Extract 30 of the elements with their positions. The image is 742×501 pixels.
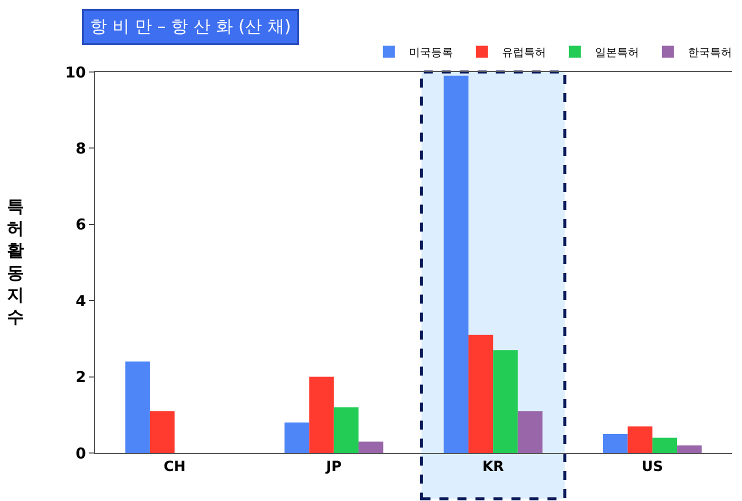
bar (677, 445, 702, 453)
x-tick-label: CH (164, 458, 186, 475)
legend-label: 한국특허 (688, 46, 732, 60)
x-tick-label: KR (482, 458, 504, 475)
y-tick-label: 4 (76, 292, 86, 310)
y-axis-title: 특허활동지수 (7, 197, 24, 328)
legend-label: 일본특허 (594, 46, 639, 60)
y-tick-label: 8 (76, 139, 86, 158)
bar (284, 422, 310, 453)
chart-title: 항 비 만 – 항 산 화 (산 채) (90, 17, 291, 37)
bar (358, 442, 384, 453)
bar (125, 362, 150, 453)
x-tick-label: US (642, 458, 664, 475)
bar (309, 376, 334, 453)
bar (652, 438, 678, 453)
bar (603, 434, 628, 453)
bar (628, 426, 652, 453)
bar (334, 407, 359, 453)
x-tick-label: JP (325, 458, 342, 475)
bar (444, 76, 468, 453)
y-tick-label: 6 (76, 216, 86, 234)
bar (518, 411, 542, 453)
bar (493, 350, 518, 453)
y-tick-label: 0 (76, 444, 86, 462)
legend-label: 유럽특허 (502, 46, 546, 60)
y-tick-label: 10 (65, 63, 86, 82)
y-tick-label: 2 (76, 368, 86, 386)
bar (468, 334, 494, 453)
legend-label: 미국등록 (408, 46, 453, 60)
bar (150, 411, 175, 453)
